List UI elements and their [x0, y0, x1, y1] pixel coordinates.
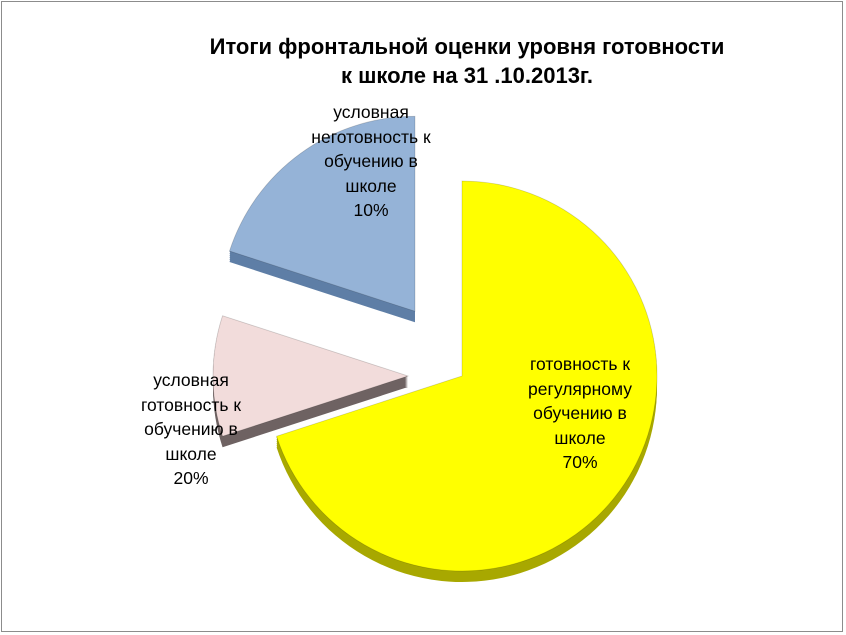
slice-percent-conditional: 20%: [173, 468, 209, 488]
pie-slice-conditional: [229, 115, 416, 312]
slice-percent-not-ready: 10%: [353, 200, 389, 220]
pie-slice-not-ready: [212, 315, 410, 437]
slice-percent-ready: 70%: [562, 452, 598, 472]
pie-slice-ready: [276, 180, 658, 572]
slice-label-not-ready: условная неготовность к обучению в школе…: [286, 100, 456, 223]
chart-title: Итоги фронтальной оценки уровня готовнос…: [172, 32, 762, 90]
slice-label-ready: готовность к регулярному обучению в школ…: [492, 352, 668, 475]
chart-title-line-2: к школе на 31 .10.2013г.: [340, 63, 594, 88]
slice-label-conditional: условная готовность к обучению в школе 2…: [108, 368, 274, 491]
chart-title-line-1: Итоги фронтальной оценки уровня готовнос…: [209, 34, 725, 59]
